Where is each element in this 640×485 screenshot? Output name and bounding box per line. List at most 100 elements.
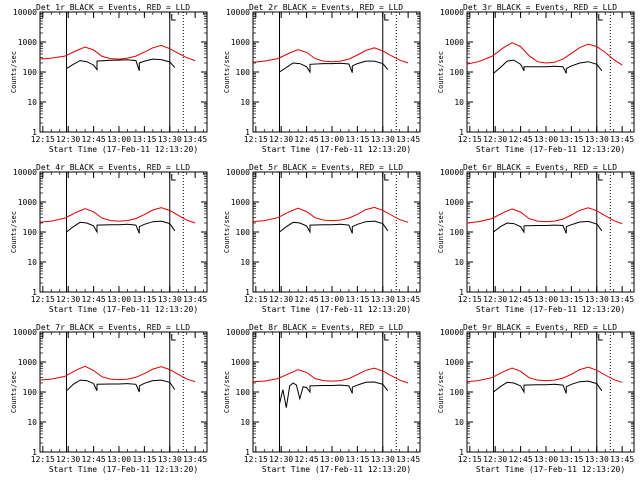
x-tick-label: 13:00 xyxy=(534,295,558,304)
x-tick-label: 13:30 xyxy=(585,135,609,144)
marker-bracket xyxy=(384,14,389,21)
detector-panel-9: 1 10 100 1000 10000 12:15 12:30 12:45 13:00 13:15… xyxy=(437,323,635,474)
x-tick-label: 12:45 xyxy=(82,455,106,464)
x-tick-label: 13:00 xyxy=(107,295,131,304)
y-tick-label: 10000 xyxy=(440,168,464,177)
series-line-events xyxy=(66,379,176,393)
series-line-lld xyxy=(466,42,623,66)
x-tick-label: 12:45 xyxy=(509,135,533,144)
x-tick-label: 13:30 xyxy=(585,455,609,464)
y-tick-label: 1000 xyxy=(445,198,464,207)
x-tick-label: 13:15 xyxy=(559,455,583,464)
x-tick-label: 12:15 xyxy=(244,295,268,304)
x-tick-label: 12:45 xyxy=(295,455,319,464)
y-tick-label: 100 xyxy=(450,388,465,397)
marker-bracket xyxy=(598,334,603,341)
y-tick-label: 1000 xyxy=(445,358,464,367)
x-tick-label: 13:45 xyxy=(396,455,420,464)
panel-title: Det 2r BLACK = Events, RED = LLD xyxy=(249,3,403,12)
marker-bracket xyxy=(171,174,176,181)
y-tick-label: 100 xyxy=(236,68,251,77)
x-tick-label: 12:15 xyxy=(244,455,268,464)
x-tick-label: 12:15 xyxy=(458,135,482,144)
x-tick-label: 12:15 xyxy=(244,135,268,144)
x-tick-label: 13:30 xyxy=(371,135,395,144)
x-tick-label: 13:15 xyxy=(559,135,583,144)
y-tick-label: 100 xyxy=(450,68,465,77)
y-axis-label: Counts/sec xyxy=(437,211,445,253)
panel-title: Det 3r BLACK = Events, RED = LLD xyxy=(463,3,617,12)
plot-frame xyxy=(466,11,635,133)
y-tick-label: 10 xyxy=(454,98,464,107)
x-tick-label: 13:15 xyxy=(345,295,369,304)
detector-panel-8: 1 10 100 1000 10000 12:15 12:30 12:45 13:00 13:15… xyxy=(223,323,421,474)
x-tick-label: 13:45 xyxy=(610,455,634,464)
y-tick-label: 10000 xyxy=(13,168,37,177)
x-axis-label: Start Time (17-Feb-11 12:13:20) xyxy=(476,145,625,154)
x-tick-label: 12:30 xyxy=(483,135,507,144)
detector-panel-7: 1 10 100 1000 10000 12:15 12:30 12:45 13:00 13:15… xyxy=(10,323,208,474)
x-tick-label: 13:15 xyxy=(345,455,369,464)
y-axis-label: Counts/sec xyxy=(223,371,231,413)
series-line-lld xyxy=(466,366,623,383)
series-line-events xyxy=(66,220,176,234)
x-tick-label: 12:45 xyxy=(295,295,319,304)
y-tick-label: 1 xyxy=(459,288,464,297)
x-tick-label: 12:30 xyxy=(56,135,80,144)
x-tick-label: 13:45 xyxy=(396,295,420,304)
y-tick-label: 10000 xyxy=(226,328,250,337)
y-tick-label: 1000 xyxy=(445,38,464,47)
x-tick-label: 13:30 xyxy=(371,295,395,304)
y-axis-label: Counts/sec xyxy=(223,211,231,253)
x-tick-label: 12:30 xyxy=(483,295,507,304)
x-tick-label: 12:15 xyxy=(458,455,482,464)
y-tick-label: 10 xyxy=(240,258,250,267)
panel-title: Det 5r BLACK = Events, RED = LLD xyxy=(249,163,403,172)
x-tick-label: 13:15 xyxy=(132,295,156,304)
plot-frame xyxy=(39,331,208,453)
y-axis-label: Counts/sec xyxy=(10,211,18,253)
x-tick-label: 13:00 xyxy=(534,455,558,464)
x-tick-label: 13:30 xyxy=(158,455,182,464)
detector-panel-1: 1 10 100 1000 10000 12:15 12:30 12:45 13:00 13:15… xyxy=(10,3,208,154)
marker-bracket xyxy=(171,334,176,341)
x-tick-label: 12:45 xyxy=(509,295,533,304)
panel-title: Det 1r BLACK = Events, RED = LLD xyxy=(36,3,190,12)
y-tick-label: 1 xyxy=(459,448,464,457)
y-tick-label: 10000 xyxy=(226,168,250,177)
y-axis-label: Counts/sec xyxy=(437,51,445,93)
x-axis-label: Start Time (17-Feb-11 12:13:20) xyxy=(49,305,198,314)
y-tick-label: 1 xyxy=(32,128,37,137)
x-axis-label: Start Time (17-Feb-11 12:13:20) xyxy=(476,465,625,474)
y-tick-label: 10 xyxy=(27,418,37,427)
y-tick-label: 1000 xyxy=(18,198,37,207)
y-tick-label: 1 xyxy=(245,448,250,457)
x-tick-label: 13:00 xyxy=(320,135,344,144)
y-tick-label: 100 xyxy=(23,228,38,237)
series-line-lld xyxy=(252,47,409,64)
y-tick-label: 10000 xyxy=(440,328,464,337)
panel-title: Det 7r BLACK = Events, RED = LLD xyxy=(36,323,190,332)
series-line-events xyxy=(493,380,603,394)
y-tick-label: 1000 xyxy=(231,38,250,47)
marker-bracket xyxy=(598,14,603,21)
y-axis-label: Counts/sec xyxy=(223,51,231,93)
y-tick-label: 10 xyxy=(240,98,250,107)
y-tick-label: 10 xyxy=(454,418,464,427)
detector-panel-3: 1 10 100 1000 10000 12:15 12:30 12:45 13:00 13:15… xyxy=(437,3,635,154)
y-axis-label: Counts/sec xyxy=(10,51,18,93)
x-tick-label: 12:30 xyxy=(56,455,80,464)
x-tick-label: 13:45 xyxy=(610,135,634,144)
series-line-lld xyxy=(39,365,196,383)
x-axis-label: Start Time (17-Feb-11 12:13:20) xyxy=(49,145,198,154)
x-tick-label: 12:45 xyxy=(509,455,533,464)
plot-frame xyxy=(466,171,635,293)
y-tick-label: 100 xyxy=(450,228,465,237)
y-tick-label: 100 xyxy=(236,228,251,237)
x-tick-label: 13:30 xyxy=(371,455,395,464)
x-tick-label: 13:15 xyxy=(559,295,583,304)
x-tick-label: 13:45 xyxy=(183,135,207,144)
x-tick-label: 13:45 xyxy=(183,295,207,304)
series-line-events xyxy=(279,381,389,408)
detector-panel-2: 1 10 100 1000 10000 12:15 12:30 12:45 13:00 13:15… xyxy=(223,3,421,154)
